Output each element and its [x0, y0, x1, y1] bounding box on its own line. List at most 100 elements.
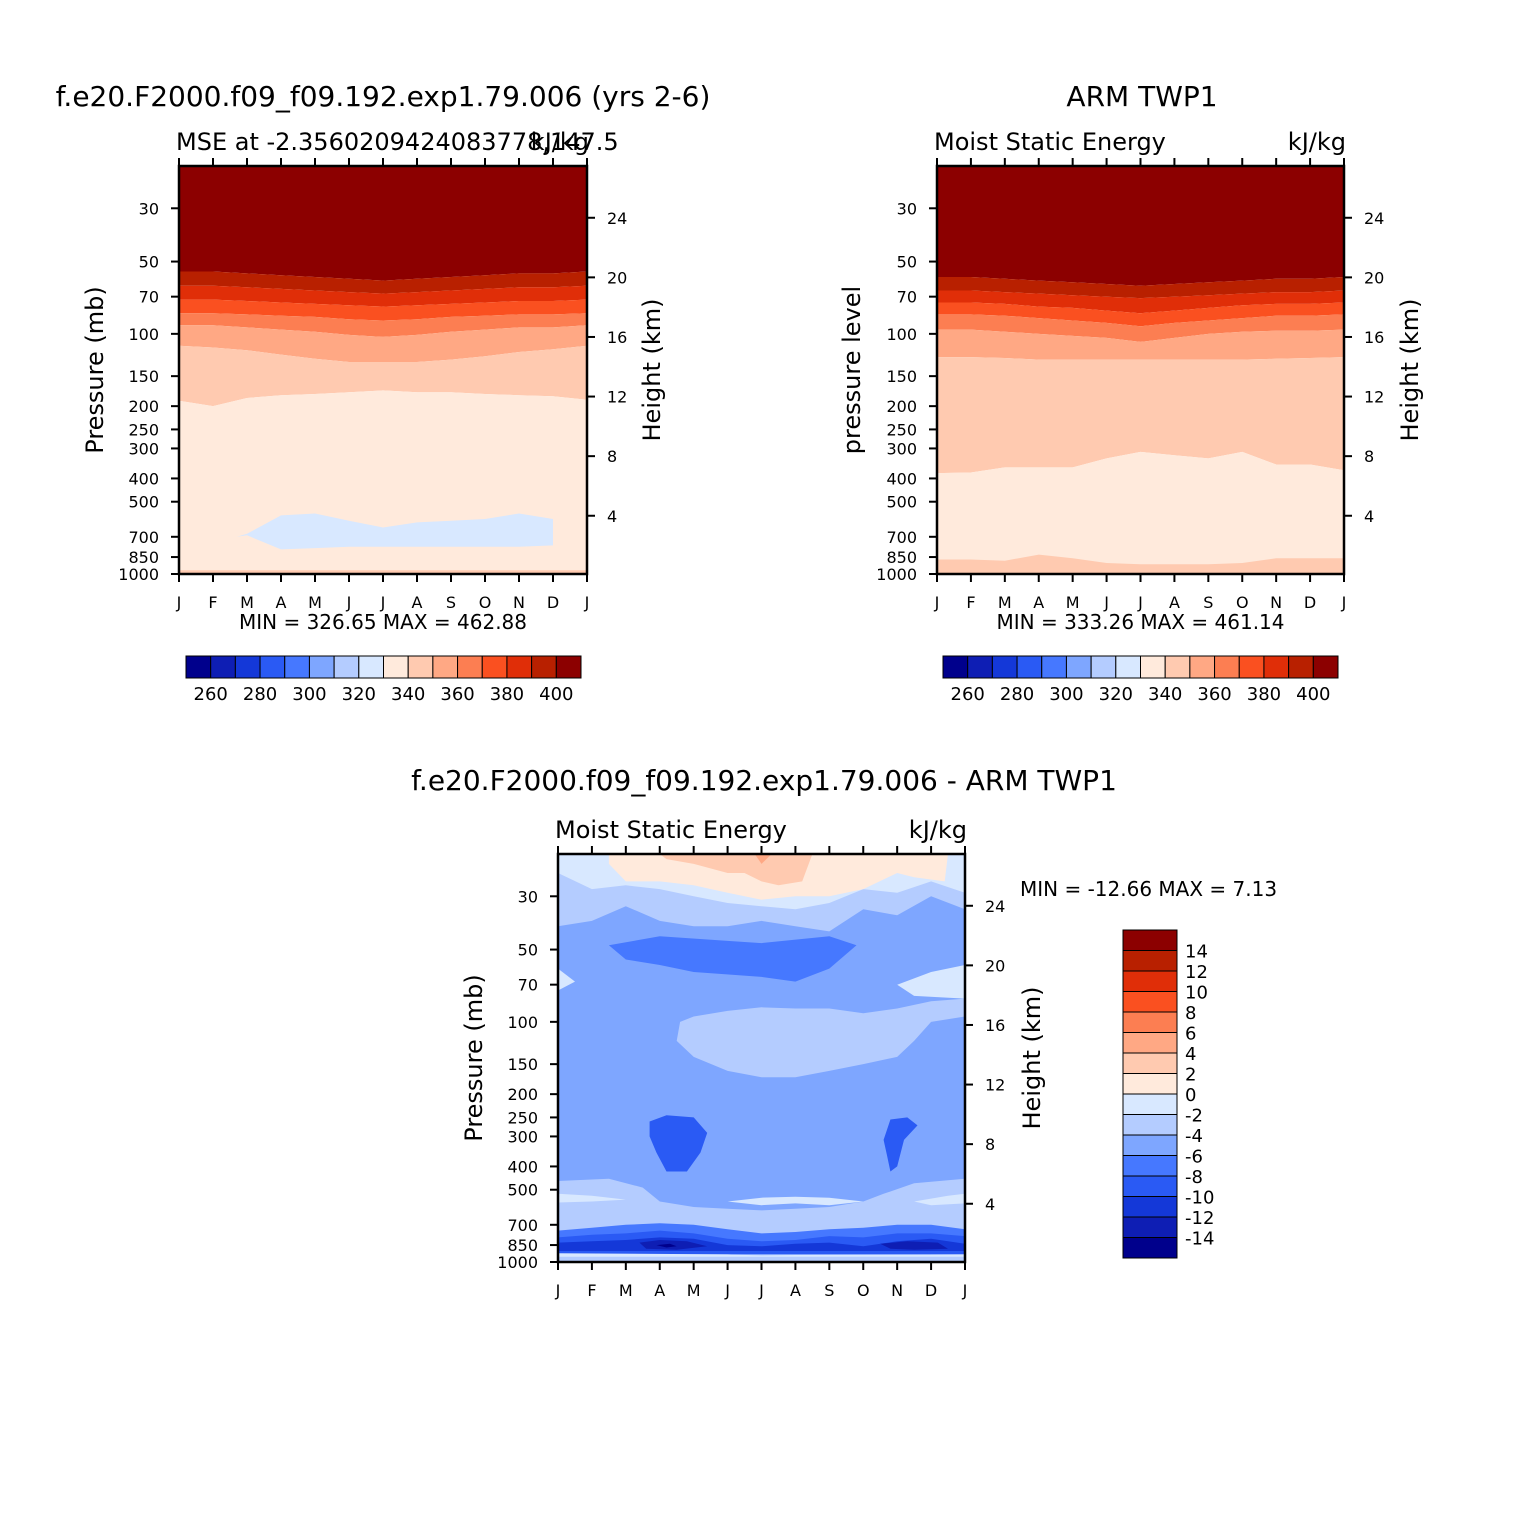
diff-band-70mb-left	[558, 968, 575, 991]
month-label: F	[208, 593, 217, 612]
colorbar-swatch	[1122, 1134, 1178, 1156]
colorbar-label: 300	[1049, 684, 1083, 705]
band-350	[179, 325, 587, 362]
colorbar-swatch	[1164, 655, 1191, 679]
plot-frame	[177, 164, 589, 576]
pressure-tick-label: 400	[886, 469, 917, 488]
colorbar-swatch	[1122, 929, 1178, 951]
month-label: O	[479, 593, 492, 612]
colorbar-label: 2	[1185, 1065, 1196, 1086]
chart-title: ARM TWP1	[1066, 80, 1217, 113]
month-label: A	[1033, 593, 1044, 612]
pressure-tick-label: 700	[886, 528, 917, 547]
band-360	[937, 314, 1344, 342]
colorbar-label: -6	[1185, 1147, 1203, 1168]
colorbar-label: 0	[1185, 1085, 1196, 1106]
colorbar-label: -4	[1185, 1126, 1203, 1147]
month-label: A	[790, 1281, 801, 1300]
band-370	[937, 302, 1344, 327]
month-label: M	[998, 593, 1012, 612]
colorbar-label: 6	[1185, 1024, 1196, 1045]
colorbar-label: 300	[292, 684, 326, 705]
month-label: S	[1203, 593, 1213, 612]
y-axis-label-right: Height (km)	[1018, 987, 1046, 1130]
pressure-tick-label: 150	[507, 1055, 538, 1074]
diff-band-70mb-right	[897, 965, 965, 999]
colorbar-swatch	[1122, 1073, 1178, 1095]
month-label: J	[758, 1281, 764, 1300]
min-max-stats: MIN = -12.66 MAX = 7.13	[1020, 877, 1277, 901]
height-tick-label: 24	[985, 897, 1005, 916]
colorbar-swatch	[1122, 1196, 1178, 1218]
colorbar-swatch	[1122, 991, 1178, 1013]
height-tick-label: 24	[1364, 209, 1384, 228]
colorbar-swatch	[259, 655, 286, 679]
band-340	[937, 357, 1344, 474]
month-label: J	[1341, 593, 1347, 612]
month-label: J	[555, 1281, 561, 1300]
month-label: D	[547, 593, 559, 612]
colorbar-swatch	[1122, 1216, 1178, 1238]
pressure-tick-label: 250	[128, 420, 159, 439]
colorbar: 260 280 300 320 340 360 380 400	[185, 655, 582, 705]
colorbar-swatch	[1122, 1237, 1178, 1259]
colorbar-swatch	[481, 655, 508, 679]
pressure-tick-label: 70	[139, 288, 159, 307]
month-label: A	[654, 1281, 665, 1300]
diff-band-50mb	[608, 936, 857, 982]
diff-blob-left	[649, 1115, 708, 1172]
pressure-tick-label: 400	[128, 469, 159, 488]
pressure-tick-label: 850	[886, 548, 917, 567]
y-axis-label-right: Height (km)	[1396, 299, 1424, 442]
pressure-tick-label: 50	[518, 941, 538, 960]
pressure-tick-label: 500	[886, 493, 917, 512]
pressure-tick-label: 100	[886, 325, 917, 344]
colorbar-label: -14	[1185, 1229, 1214, 1250]
colorbar-swatch	[383, 655, 409, 679]
colorbar-swatch	[1238, 655, 1265, 679]
month-label: N	[891, 1281, 903, 1300]
height-tick-label: 16	[1364, 328, 1384, 347]
band-380	[937, 290, 1344, 314]
pressure-tick-label: 850	[128, 548, 159, 567]
colorbar-swatch	[1122, 1052, 1178, 1074]
pressure-tick-label: 70	[897, 288, 917, 307]
band-350	[937, 329, 1344, 360]
colorbar-label: 400	[1296, 684, 1330, 705]
colorbar-label: 400	[539, 684, 573, 705]
colorbar-swatch	[1312, 655, 1339, 679]
pressure-tick-label: 500	[507, 1181, 538, 1200]
month-label: D	[1304, 593, 1316, 612]
colorbar-swatch	[185, 655, 212, 679]
band-below-330	[236, 513, 554, 550]
colorbar-swatch	[1041, 655, 1067, 679]
colorbar-swatch	[531, 655, 557, 679]
colorbar-swatch	[1115, 655, 1141, 679]
min-max-stats: MIN = 333.26 MAX = 461.14	[996, 610, 1284, 634]
colorbar-label: 10	[1185, 983, 1208, 1004]
month-label: J	[176, 593, 182, 612]
colorbar-swatch	[1214, 655, 1240, 679]
pressure-tick-label: 250	[886, 420, 917, 439]
height-tick-label: 4	[985, 1195, 995, 1214]
colorbar-label: 4	[1185, 1044, 1196, 1065]
colorbar-swatch	[210, 655, 236, 679]
month-label: J	[380, 593, 386, 612]
colorbar-label: -12	[1185, 1208, 1214, 1229]
chart-title: f.e20.F2000.f09_f09.192.exp1.79.006 - AR…	[411, 764, 1117, 797]
pressure-tick-label: 300	[886, 439, 917, 458]
diff-band-p4	[659, 854, 813, 886]
colorbar-label: 280	[243, 684, 277, 705]
month-label: A	[1169, 593, 1180, 612]
band-surface	[937, 554, 1344, 574]
colorbar-label: -2	[1185, 1106, 1203, 1127]
pressure-tick-label: 400	[507, 1157, 538, 1176]
height-tick-label: 12	[607, 388, 627, 407]
colorbar-label: 380	[490, 684, 524, 705]
colorbar-swatch	[1263, 655, 1290, 679]
height-tick-label: 16	[607, 328, 627, 347]
diff-band-m12-left	[639, 1240, 708, 1250]
colorbar-label: 360	[1197, 684, 1231, 705]
chart-subtitle-right: kJ/kg	[909, 816, 967, 844]
